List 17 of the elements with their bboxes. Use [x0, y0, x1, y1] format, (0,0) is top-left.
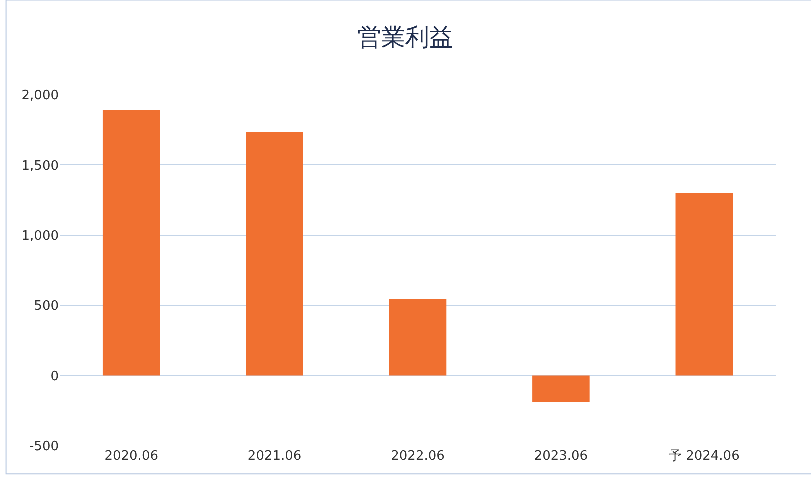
y-tick-label: -500	[29, 440, 59, 455]
bar	[676, 193, 734, 376]
y-tick-label: 2,000	[22, 88, 59, 104]
y-tick-label: 500	[34, 299, 59, 314]
bar	[532, 376, 590, 402]
bar	[102, 110, 160, 376]
x-tick-label: 2021.06	[248, 449, 302, 464]
x-tick-label: 2020.06	[104, 449, 158, 464]
y-tick-label: 0	[50, 369, 59, 384]
y-tick-label: 1,500	[22, 158, 59, 174]
bar	[389, 299, 447, 376]
x-tick-label: 2023.06	[534, 449, 588, 464]
y-tick-label: 1,000	[22, 228, 59, 244]
x-tick-label: 2022.06	[391, 449, 445, 464]
chart-title: 営業利益	[358, 24, 454, 52]
x-tick-label: 予 2024.06	[668, 449, 740, 464]
bar	[246, 132, 304, 376]
